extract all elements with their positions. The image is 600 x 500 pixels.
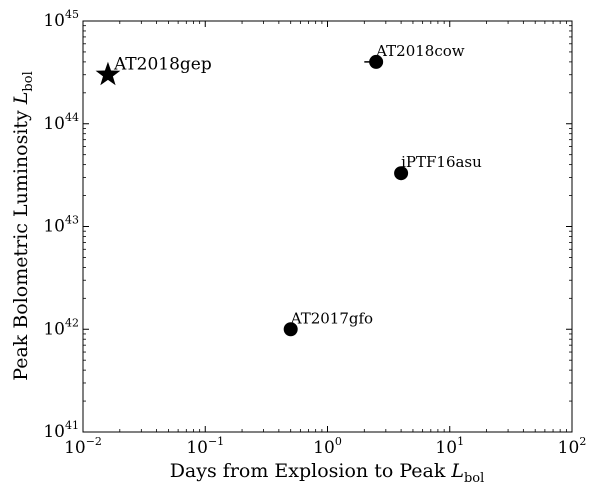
y-axis-label-symbol: L (10, 92, 32, 106)
x-tick-label-base: 10 (64, 438, 86, 458)
x-tick-label: 102 (558, 435, 587, 458)
point-at2018cow (369, 54, 384, 69)
x-tick-label-exponent: −2 (86, 435, 102, 448)
y-tick-label: 1043 (43, 214, 79, 237)
y-axis-label-group: Peak Bolometric Luminosity Lbol (10, 71, 36, 380)
point-label-at2018gep: AT2018gep (113, 55, 212, 75)
x-tick-label-base: 10 (313, 438, 335, 458)
y-tick-label-exponent: 45 (65, 8, 79, 21)
x-tick-label: 10−2 (64, 435, 102, 458)
y-axis-label-subscript: bol (21, 71, 36, 91)
x-axis-ticks: 10−2 10−1 100 101 102 (64, 21, 586, 458)
y-axis-label-text: Peak Bolometric Luminosity (10, 110, 32, 381)
y-tick-label: 1042 (43, 316, 79, 339)
point-at2017gfo (283, 322, 298, 337)
chart-marks: AT2018gep AT2018cow iPTF16asu AT2017gfo (95, 42, 482, 337)
x-axis-label-text: Days from Explosion to Peak (170, 460, 446, 482)
y-tick-label-exponent: 43 (65, 214, 79, 227)
point-iptf16asu (394, 166, 409, 181)
x-axis-label: Days from Explosion to Peak Lbol (170, 460, 485, 486)
y-tick-label-base: 10 (43, 217, 65, 237)
y-tick-label: 1041 (43, 419, 79, 442)
x-tick-label-base: 10 (435, 438, 457, 458)
x-tick-label-base: 10 (186, 438, 208, 458)
x-axis-label-symbol: L (450, 460, 464, 482)
point-at2018gep (95, 61, 121, 86)
y-tick-label: 1045 (43, 8, 79, 31)
x-tick-label-exponent: 1 (457, 435, 464, 448)
x-tick-label: 101 (435, 435, 464, 458)
x-tick-label-exponent: −1 (208, 435, 224, 448)
point-label-at2018cow: AT2018cow (375, 42, 465, 60)
y-tick-label-base: 10 (43, 11, 65, 31)
y-tick-label-exponent: 41 (65, 419, 79, 432)
point-label-iptf16asu: iPTF16asu (401, 153, 482, 171)
point-label-at2017gfo: AT2017gfo (290, 309, 373, 327)
y-tick-label: 1044 (43, 111, 79, 134)
y-tick-label-base: 10 (43, 422, 65, 442)
plot-frame (82, 20, 573, 433)
x-tick-label: 10−1 (186, 435, 224, 458)
y-axis-label: Peak Bolometric Luminosity Lbol (10, 71, 36, 380)
x-axis-label-subscript: bol (464, 471, 484, 486)
y-tick-label-base: 10 (43, 114, 65, 134)
y-tick-label-exponent: 42 (65, 316, 79, 329)
x-tick-label: 100 (313, 435, 342, 458)
x-tick-label-exponent: 2 (579, 435, 586, 448)
x-tick-label-base: 10 (558, 438, 580, 458)
y-tick-label-exponent: 44 (65, 111, 79, 124)
plot-area (82, 20, 573, 433)
y-tick-label-base: 10 (43, 319, 65, 339)
x-tick-label-exponent: 0 (335, 435, 342, 448)
